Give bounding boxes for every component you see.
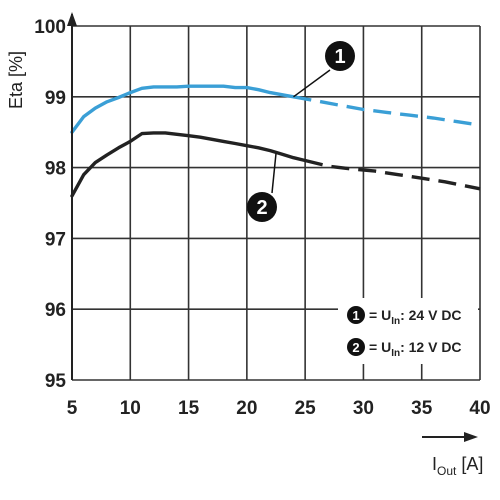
grid [71,25,481,381]
y-axis-arrow [67,12,77,26]
series-1-solid-line [70,84,296,134]
legend-label-2: = UIn: 12 V DC [369,339,462,359]
series-callouts: 12 [247,41,355,222]
series-1-dashed-line [293,95,481,127]
x-tick-label-30: 30 [353,398,374,419]
x-axis-title-sub: Out [437,464,457,478]
y-tick-label-96: 96 [45,300,66,321]
x-tick-label-15: 15 [178,398,200,419]
x-tick-label-20: 20 [236,398,257,419]
x-tick-label-25: 25 [295,398,317,419]
legend-label-1: = UIn: 24 V DC [369,307,462,327]
y-tick-label-100: 100 [34,17,66,38]
x-tick-label-5: 5 [67,398,78,419]
callout-badge-2 [247,192,277,222]
y-tick-label-95: 95 [45,371,67,392]
axes [67,12,478,442]
x-tick-label-10: 10 [120,398,141,419]
legend: 1 = UIn: 24 V DC 2 = UIn: 12 V DC [338,298,478,364]
x-axis-title: IOut [A] [432,454,483,478]
y-tick-label-99: 99 [45,88,66,109]
legend-entry-1: 1 = UIn: 24 V DC [347,306,462,327]
legend-badge-2 [347,338,365,356]
legend-badge-1 [347,306,365,324]
tick-labels: 5 10 15 20 25 30 35 40 95 96 97 98 99 100 [34,17,490,419]
series-2-dashed-line [304,158,481,191]
y-tick-label-97: 97 [45,229,66,250]
callout-badge-1-text: 1 [334,46,345,68]
series-lines [70,84,481,198]
legend-badge-1-text: 1 [352,308,359,323]
x-tick-label-35: 35 [411,398,433,419]
legend-entry-2: 2 = UIn: 12 V DC [347,338,462,359]
callout-leader-1 [293,69,331,98]
callout-badge-2-text: 2 [256,197,267,219]
y-tick-label-98: 98 [45,159,66,180]
y-axis-title: Eta [%] [6,51,26,109]
x-tick-label-40: 40 [469,398,490,419]
x-axis-arrow [464,432,478,442]
legend-badge-2-text: 2 [352,340,359,355]
series-2-solid-line [70,131,307,198]
callout-leader-2 [271,153,277,194]
x-axis-title-main: I [432,454,437,474]
callout-badge-1 [325,41,355,71]
x-axis-title-unit: [A] [456,454,483,474]
